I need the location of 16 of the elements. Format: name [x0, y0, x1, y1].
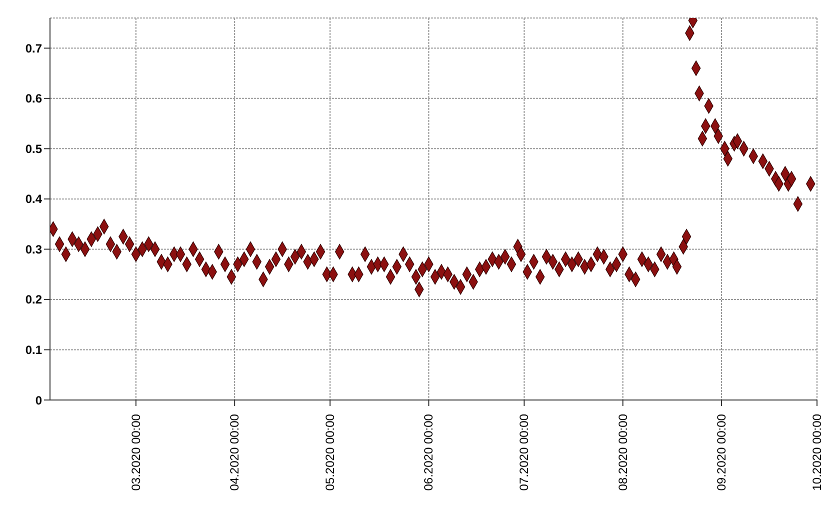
x-tick-label: 10.2020 00:00	[810, 414, 824, 491]
y-tick-label: 0.2	[25, 292, 42, 307]
x-tick-label: 08.2020 00:00	[616, 414, 630, 491]
x-tick-label: 05.2020 00:00	[323, 414, 338, 491]
y-tick-label: 0.7	[25, 41, 42, 56]
y-tick-label: 0.3	[25, 242, 42, 256]
y-tick-label: 0.5	[25, 142, 42, 156]
x-tick-label: 07.2020 00:00	[517, 414, 532, 491]
y-tick-label: 0.6	[25, 92, 42, 106]
y-tick-label: 0	[35, 393, 42, 408]
x-tick-label: 04.2020 00:00	[228, 414, 242, 491]
y-tick-label: 0.4	[25, 192, 42, 206]
y-tick-label: 0.1	[25, 342, 42, 357]
x-tick-label: 03.2020 00:00	[128, 414, 143, 491]
x-tick-label: 06.2020 00:00	[422, 414, 436, 491]
x-tick-label: 09.2020 00:00	[714, 414, 729, 491]
